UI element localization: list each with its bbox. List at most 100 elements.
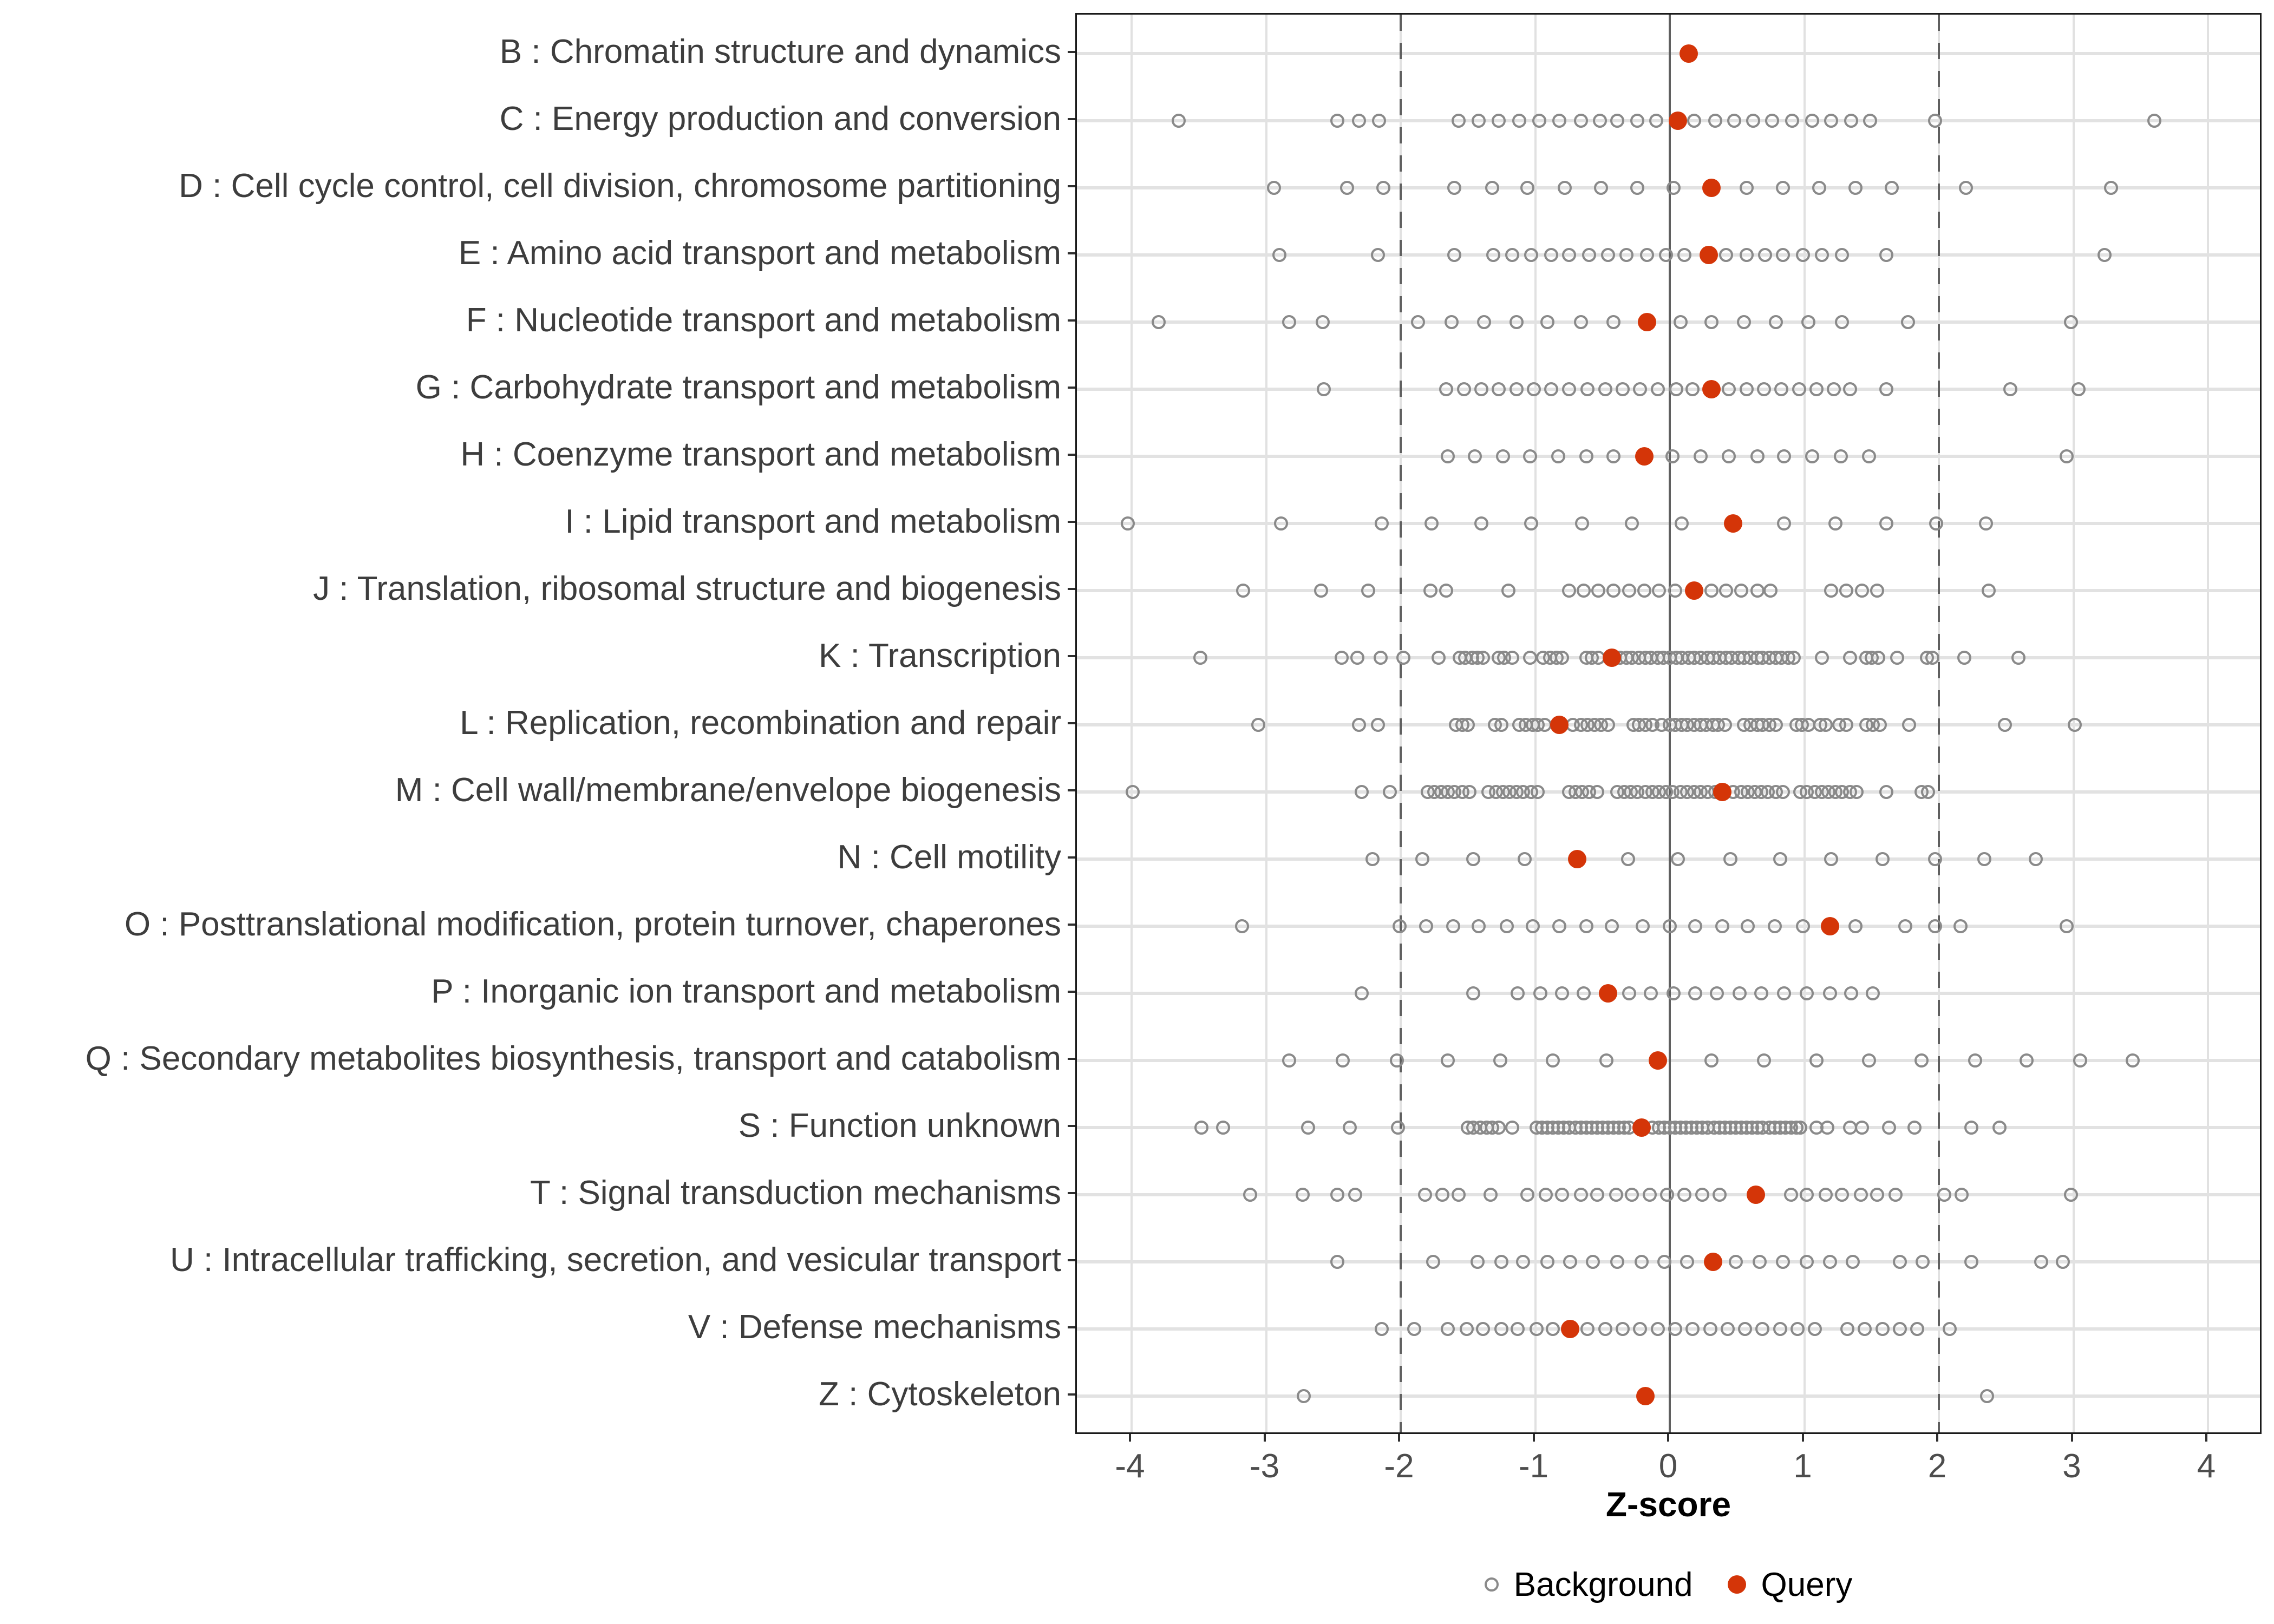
- background-point: [2073, 1053, 2087, 1068]
- query-point: [1561, 1320, 1580, 1338]
- background-point: [1561, 382, 1576, 396]
- background-point: [1505, 248, 1520, 262]
- row-band: [1077, 857, 2260, 861]
- background-point: [1417, 1188, 1432, 1202]
- background-point: [1282, 1053, 1296, 1068]
- background-point: [1758, 248, 1773, 262]
- background-point: [1594, 181, 1609, 195]
- query-point: [1648, 1051, 1667, 1070]
- background-point: [1775, 248, 1790, 262]
- background-point: [1775, 1255, 1790, 1269]
- background-point: [1861, 449, 1876, 463]
- axis-tick: [1068, 1259, 1075, 1261]
- background-point: [1902, 718, 1917, 732]
- background-point: [1415, 852, 1429, 866]
- background-point: [1492, 382, 1506, 396]
- background-point: [1194, 1121, 1209, 1135]
- background-point: [1953, 919, 1968, 933]
- background-point: [1439, 382, 1454, 396]
- background-point: [1741, 919, 1755, 933]
- background-point: [1520, 1188, 1534, 1202]
- background-point: [1350, 651, 1365, 665]
- background-point: [1609, 1188, 1623, 1202]
- background-point: [1910, 1322, 1925, 1336]
- background-point: [1396, 651, 1410, 665]
- background-point: [1929, 516, 1944, 531]
- background-point: [1361, 584, 1376, 598]
- background-point: [1981, 584, 1996, 598]
- query-point: [1702, 380, 1721, 398]
- background-point: [1620, 852, 1635, 866]
- background-point: [1598, 1322, 1612, 1336]
- background-point: [1980, 1389, 1995, 1403]
- background-point: [1511, 1322, 1525, 1336]
- background-point: [1680, 1255, 1695, 1269]
- background-point: [1660, 1188, 1675, 1202]
- background-point: [1723, 852, 1737, 866]
- background-point: [1685, 1322, 1700, 1336]
- axis-tick: [1068, 387, 1075, 389]
- background-point: [1668, 1322, 1682, 1336]
- category-label: V : Defense mechanisms: [688, 1308, 1061, 1346]
- background-point: [1517, 852, 1532, 866]
- background-point: [1704, 1053, 1719, 1068]
- background-point: [1317, 382, 1331, 396]
- background-point: [1828, 516, 1842, 531]
- background-point: [1544, 248, 1559, 262]
- query-legend-icon: [1727, 1575, 1746, 1594]
- background-point: [1717, 718, 1732, 732]
- axis-tick: [1801, 1434, 1804, 1442]
- background-point: [1792, 382, 1806, 396]
- axis-tick: [1068, 252, 1075, 254]
- background-point: [1774, 382, 1789, 396]
- category-label: I : Lipid transport and metabolism: [565, 503, 1061, 540]
- background-point: [1639, 248, 1654, 262]
- background-point: [1492, 1121, 1506, 1135]
- background-point: [1439, 584, 1454, 598]
- axis-tick: [1068, 1393, 1075, 1396]
- legend-item: Query: [1727, 1566, 1852, 1604]
- axis-tick: [1667, 1434, 1669, 1442]
- background-point: [1670, 852, 1685, 866]
- background-point: [1472, 114, 1486, 128]
- background-point: [1786, 651, 1801, 665]
- background-point: [1500, 919, 1514, 933]
- background-point: [1600, 248, 1615, 262]
- background-point: [1573, 315, 1588, 329]
- background-point: [1727, 114, 1742, 128]
- axis-tick: [1068, 1326, 1075, 1328]
- background-point: [1827, 382, 1841, 396]
- background-point: [1835, 248, 1850, 262]
- background-point: [1777, 516, 1792, 531]
- background-point: [1833, 449, 1848, 463]
- background-point: [1695, 1188, 1709, 1202]
- background-point: [2034, 1255, 2048, 1269]
- background-point: [1330, 114, 1345, 128]
- background-point: [1555, 1188, 1570, 1202]
- background-point: [1861, 1053, 1876, 1068]
- background-point: [1977, 852, 1992, 866]
- background-point: [1848, 919, 1863, 933]
- background-point: [1775, 181, 1790, 195]
- background-point: [1605, 919, 1619, 933]
- background-point: [1431, 651, 1446, 665]
- background-point: [1580, 1322, 1595, 1336]
- background-point: [1958, 181, 1973, 195]
- background-point: [1354, 986, 1369, 1000]
- background-point: [1524, 516, 1539, 531]
- background-point: [1579, 449, 1593, 463]
- background-point: [1824, 584, 1839, 598]
- axis-tick: [1263, 1434, 1266, 1442]
- category-label: M : Cell wall/membrane/envelope biogenes…: [395, 771, 1061, 809]
- query-point: [1668, 112, 1687, 130]
- background-point: [1820, 1121, 1834, 1135]
- query-point: [1703, 1253, 1722, 1271]
- background-point: [1440, 449, 1455, 463]
- background-point: [1522, 449, 1537, 463]
- background-point: [1812, 181, 1826, 195]
- background-point: [1447, 181, 1462, 195]
- background-point: [1494, 1255, 1509, 1269]
- background-point: [1870, 584, 1884, 598]
- background-point: [1824, 852, 1839, 866]
- background-point: [1555, 651, 1570, 665]
